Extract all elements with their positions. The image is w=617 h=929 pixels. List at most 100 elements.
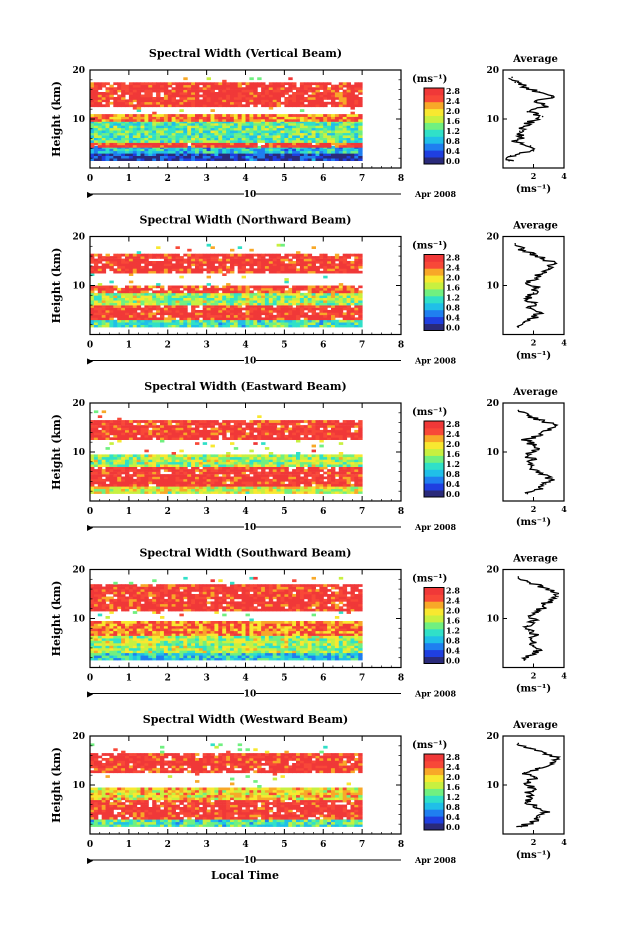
heatmap-cell	[230, 125, 235, 129]
heatmap-cell	[299, 148, 305, 152]
heatmap-cell	[113, 322, 118, 325]
heatmap-cell	[303, 140, 309, 143]
heatmap-cell	[148, 319, 153, 323]
heatmap-cell	[97, 469, 103, 472]
heatmap-cell	[230, 483, 235, 487]
heatmap-cell	[241, 464, 246, 467]
heatmap-cell	[128, 314, 134, 318]
heatmap-cell	[144, 464, 149, 467]
heatmap-cell	[327, 297, 332, 301]
heatmap-cell	[249, 261, 254, 264]
heatmap-cell	[187, 471, 192, 475]
heatmap-cell	[288, 307, 293, 311]
heatmap-cell	[249, 491, 254, 494]
heatmap-cell	[128, 292, 134, 296]
heatmap-cell	[268, 466, 274, 470]
heatmap-cell	[167, 137, 173, 141]
heatmap-cell	[342, 153, 348, 156]
heatmap-cell	[272, 153, 278, 156]
heatmap-cell	[315, 314, 320, 318]
heatmap-cell	[218, 137, 223, 141]
heatmap-cell	[276, 148, 281, 152]
heatmap-cell	[280, 114, 285, 117]
heatmap-cell	[136, 150, 142, 154]
heatmap-cell	[222, 148, 227, 152]
heatmap-cell	[109, 135, 114, 138]
heatmap-cell	[288, 148, 293, 152]
colorbar-segment	[424, 282, 444, 290]
heatmap-cell	[140, 268, 145, 272]
heatmap-cell	[210, 297, 215, 301]
heatmap-cells	[90, 77, 363, 161]
heatmap-cell	[226, 158, 231, 161]
heatmap-cell	[257, 491, 262, 494]
heatmap-cell	[195, 491, 200, 494]
day-marker-icon: ▶	[87, 190, 94, 199]
heatmap-cell	[136, 125, 142, 129]
heatmap-cell	[307, 97, 313, 100]
heatmap-cell	[156, 155, 161, 159]
heatmap-cell	[268, 310, 274, 313]
heatmap-cell	[230, 305, 235, 308]
heatmap-cell	[264, 265, 270, 269]
heatmap-cell	[296, 317, 301, 321]
heatmap-cell	[303, 132, 309, 136]
heatmap-cell	[121, 253, 126, 257]
heatmap-cell	[249, 476, 254, 480]
heatmap-cell	[109, 116, 114, 120]
heatmap-cell	[342, 261, 348, 264]
heatmap-cell	[237, 125, 243, 129]
heatmap-cell	[105, 297, 110, 301]
heatmap-cell	[101, 120, 107, 124]
heatmap-cell	[117, 307, 122, 311]
heatmap-cell	[268, 150, 274, 154]
heatmap-cell	[299, 119, 305, 122]
heatmap-cell	[179, 155, 184, 159]
heatmap-cell	[346, 290, 351, 294]
heatmap-cell	[288, 310, 293, 313]
heatmap-cell	[230, 469, 235, 472]
heatmap-cell	[350, 290, 355, 294]
heatmap-cell	[276, 87, 281, 90]
heatmap-cell	[249, 464, 254, 467]
heatmap-cell	[249, 153, 254, 156]
heatmap-cell	[105, 114, 110, 117]
heatmap-cell	[187, 116, 192, 120]
heatmap-cell	[237, 155, 243, 159]
heatmap-cell	[222, 322, 227, 325]
heatmap-cell	[144, 132, 149, 136]
heatmap-cell	[128, 150, 134, 154]
heatmap-cell	[334, 122, 340, 126]
heatmap-cell	[187, 319, 192, 323]
heatmap-cell	[311, 132, 316, 136]
heatmap-cell	[198, 120, 204, 124]
x-tick-label: 0	[87, 174, 93, 184]
heatmap-cell	[272, 474, 278, 477]
heatmap-cell	[346, 319, 351, 323]
heatmap-cell	[152, 116, 157, 120]
heatmap-cell	[303, 268, 309, 272]
heatmap-cell	[276, 150, 281, 154]
heatmap-cell	[257, 474, 262, 477]
heatmap-cell	[202, 312, 208, 316]
heatmap-cell	[350, 84, 355, 88]
heatmap-cell	[210, 312, 215, 316]
heatmap-cell	[257, 130, 262, 134]
heatmap-cell	[210, 287, 215, 291]
heatmap-cell	[230, 476, 235, 480]
heatmap-cell	[249, 77, 254, 81]
heatmap-cell	[148, 305, 153, 308]
average-profile-point	[541, 257, 544, 260]
heatmap-cell	[288, 478, 293, 482]
heatmap-cell	[202, 464, 208, 467]
heatmap-cell	[237, 466, 243, 470]
heatmap-cell	[109, 290, 114, 294]
heatmap-cell	[284, 130, 289, 134]
colorbar-segment	[424, 316, 444, 324]
average-profile-point	[541, 115, 544, 118]
heatmap-cell	[311, 476, 316, 480]
heatmap-cell	[222, 302, 227, 306]
heatmap-cell	[226, 261, 231, 264]
heatmap-cell	[152, 122, 157, 126]
heatmap-cell	[261, 97, 266, 100]
